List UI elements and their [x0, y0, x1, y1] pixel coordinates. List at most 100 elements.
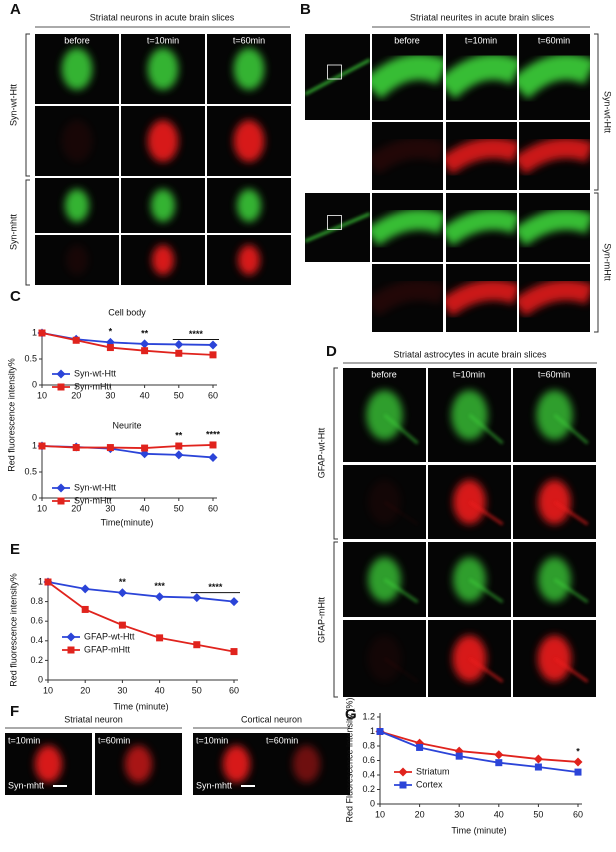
- image-content: [150, 189, 176, 222]
- micrograph: [35, 106, 119, 176]
- neurite: [372, 54, 443, 100]
- bracket: [25, 33, 30, 177]
- neurite: [519, 279, 590, 317]
- micrograph: [121, 34, 205, 104]
- image-content: [236, 189, 262, 222]
- label: ****: [206, 429, 221, 439]
- neurite: [372, 137, 443, 175]
- marker: [175, 442, 183, 450]
- label: 0: [370, 798, 375, 808]
- label: 0.4: [30, 635, 43, 645]
- label: t=10min: [147, 35, 179, 45]
- label: GFAP-mHtt: [84, 644, 131, 654]
- label: 50: [533, 809, 543, 819]
- series-line: [379, 730, 579, 763]
- micrograph: [343, 465, 426, 539]
- marker: [193, 641, 201, 649]
- image-content: [61, 48, 93, 90]
- marker: [106, 444, 114, 452]
- bracket: [594, 192, 599, 333]
- marker: [495, 759, 503, 767]
- image-content: [305, 58, 370, 96]
- cell: [233, 48, 265, 90]
- label: 60: [229, 685, 239, 695]
- marker: [81, 605, 89, 613]
- label: 0: [38, 674, 43, 684]
- marker: [118, 621, 126, 629]
- bracket: [333, 541, 338, 698]
- micrograph: [446, 264, 517, 332]
- label: ****: [208, 582, 223, 592]
- marker: [230, 648, 238, 656]
- process: [383, 578, 419, 604]
- label: Red fluorescence intensity%: [8, 573, 18, 687]
- label: Red Fluorescence intensity (%): [344, 697, 354, 822]
- micrograph: [513, 368, 596, 462]
- label: Red fluorescence intensity%: [6, 358, 16, 472]
- process: [383, 413, 419, 445]
- marker: [38, 329, 46, 337]
- marker: [416, 743, 424, 751]
- micrograph: [121, 235, 205, 285]
- neurite: [446, 209, 517, 247]
- label: Neurite: [112, 420, 141, 430]
- marker: [117, 588, 127, 598]
- image-content: [233, 48, 265, 90]
- label: t=60min: [266, 735, 298, 745]
- image-content: [292, 745, 321, 783]
- series-line: [47, 581, 235, 603]
- neurite: [305, 212, 370, 243]
- label: 1: [32, 327, 37, 337]
- label: Striatal neuron: [64, 714, 123, 724]
- label: 10: [43, 685, 53, 695]
- image-content: [453, 557, 504, 604]
- label: 0.8: [362, 740, 375, 750]
- bracket: [594, 33, 599, 191]
- micrograph: [428, 542, 511, 617]
- neurite: [446, 137, 517, 175]
- micrograph: [428, 465, 511, 539]
- roi-box: [327, 215, 342, 230]
- process: [468, 657, 504, 683]
- image-content: [366, 390, 419, 445]
- image-content: [453, 479, 504, 526]
- label: Syn-wt-Htt: [74, 368, 117, 378]
- marker: [56, 483, 66, 493]
- micrograph: [372, 122, 443, 190]
- marker: [174, 450, 184, 460]
- micrograph: [513, 465, 596, 539]
- label: GFAP-wt-Htt: [84, 631, 135, 641]
- image-content: [368, 479, 419, 526]
- marker: [534, 763, 542, 771]
- label: ****: [189, 329, 204, 339]
- neurite: [372, 209, 443, 247]
- label: Syn-mhtt: [8, 780, 45, 790]
- marker: [208, 452, 218, 462]
- bracket: [25, 179, 30, 286]
- label: Syn-mhtt: [8, 213, 18, 250]
- cell: [66, 245, 88, 275]
- label: Cortex: [416, 779, 443, 789]
- cell: [147, 120, 179, 162]
- cell: [147, 48, 179, 90]
- label: t=10min: [196, 735, 228, 745]
- image-content: [519, 209, 590, 247]
- image-content: [372, 137, 443, 175]
- process: [553, 413, 589, 445]
- series-line: [41, 444, 214, 449]
- label: Syn-wt-Htt: [603, 91, 613, 134]
- label: 50: [192, 685, 202, 695]
- label: 30: [105, 390, 115, 400]
- micrograph: [519, 193, 590, 262]
- label: Striatum: [416, 766, 450, 776]
- micrograph: [207, 106, 291, 176]
- label: 20: [415, 809, 425, 819]
- label: 50: [174, 503, 184, 513]
- micrograph: [519, 122, 590, 190]
- image-content: [372, 209, 443, 247]
- marker: [174, 339, 184, 349]
- label: t=60min: [538, 35, 570, 45]
- label: 40: [140, 503, 150, 513]
- neurite: [519, 137, 590, 175]
- label: 0.2: [30, 655, 43, 665]
